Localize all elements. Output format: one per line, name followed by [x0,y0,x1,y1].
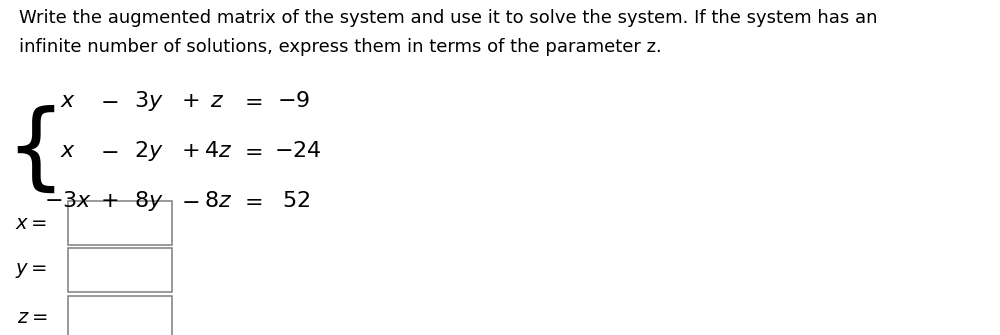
Text: $y =$: $y =$ [15,261,47,280]
Text: $x$: $x$ [60,141,76,161]
Text: $-9$: $-9$ [277,90,310,111]
Text: $+$: $+$ [181,90,199,111]
Text: $4z$: $4z$ [204,141,233,161]
Text: $3y$: $3y$ [134,88,164,113]
Text: $-$: $-$ [100,90,118,111]
Text: $52$: $52$ [282,191,310,211]
FancyBboxPatch shape [68,248,172,292]
Text: $z$: $z$ [210,90,224,111]
Text: $=$: $=$ [240,141,262,161]
FancyBboxPatch shape [68,201,172,245]
Text: $+$: $+$ [181,141,199,161]
Text: $8y$: $8y$ [134,189,164,213]
Text: $+$: $+$ [100,191,118,211]
Text: {: { [5,105,65,197]
Text: $-3x$: $-3x$ [44,191,92,211]
Text: $2y$: $2y$ [134,139,164,163]
Text: $x =$: $x =$ [15,214,47,233]
Text: $z =$: $z =$ [17,308,47,327]
Text: $8z$: $8z$ [204,191,233,211]
Text: $-24$: $-24$ [274,141,322,161]
Text: Write the augmented matrix of the system and use it to solve the system. If the : Write the augmented matrix of the system… [19,9,877,27]
Text: $x$: $x$ [60,90,76,111]
Text: $=$: $=$ [240,90,262,111]
Text: infinite number of solutions, express them in terms of the parameter z.: infinite number of solutions, express th… [19,38,661,56]
Text: $-$: $-$ [181,191,199,211]
FancyBboxPatch shape [68,295,172,335]
Text: $=$: $=$ [240,191,262,211]
Text: $-$: $-$ [100,141,118,161]
